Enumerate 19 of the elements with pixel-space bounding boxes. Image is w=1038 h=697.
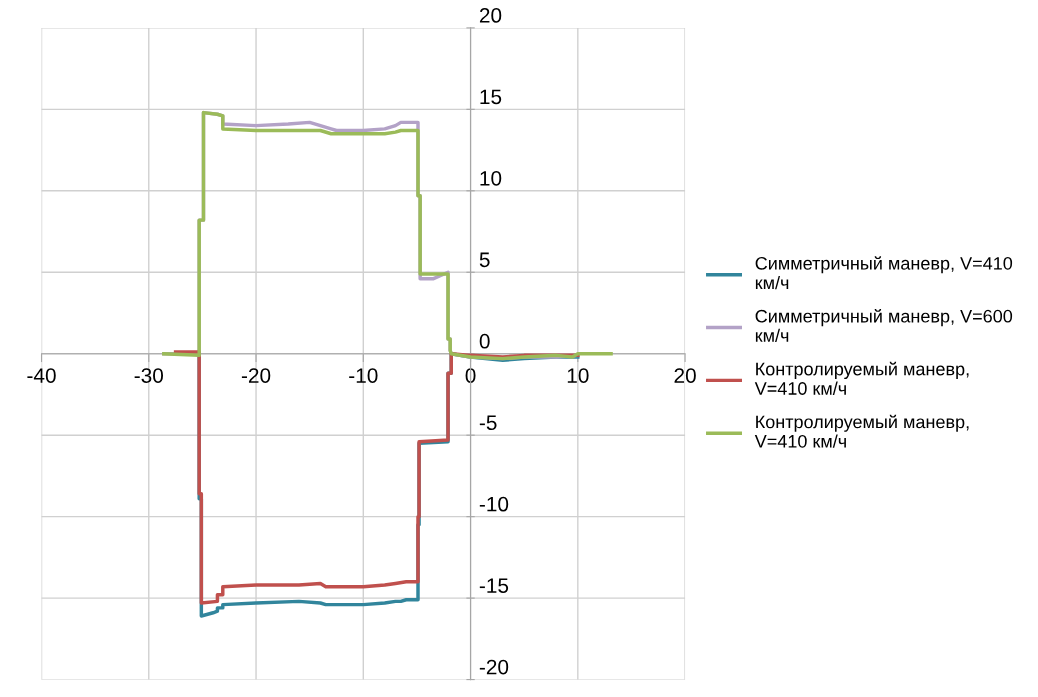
y-tick-label: -20: [479, 659, 509, 675]
x-tick-label: -20: [241, 368, 271, 383]
legend-label: Симметричный маневр, V=410 км/ч: [755, 256, 1013, 290]
y-tick-label: 0: [479, 333, 490, 349]
x-tick-label: -10: [349, 368, 378, 383]
y-tick-label: -5: [479, 415, 497, 431]
y-tick-label: -15: [479, 578, 509, 593]
legend-label: Симметричный маневр, V=600 км/ч: [755, 309, 1013, 343]
legend-label: Контролируемый маневр, V=410 км/ч: [754, 361, 969, 395]
y-tick-label: 10: [480, 170, 502, 186]
x-tick-label: -40: [27, 368, 56, 383]
x-tick-label: 20: [674, 368, 696, 383]
legend-label: Контролируемый маневр, V=410 км/ч: [754, 414, 969, 448]
y-tick-label: -10: [479, 496, 509, 512]
y-tick-label: 15: [480, 89, 502, 105]
x-tick-label: 10: [567, 368, 589, 383]
y-tick-label: 5: [479, 252, 490, 268]
x-tick-label: -30: [134, 368, 164, 383]
y-tick-label: 20: [479, 8, 502, 23]
